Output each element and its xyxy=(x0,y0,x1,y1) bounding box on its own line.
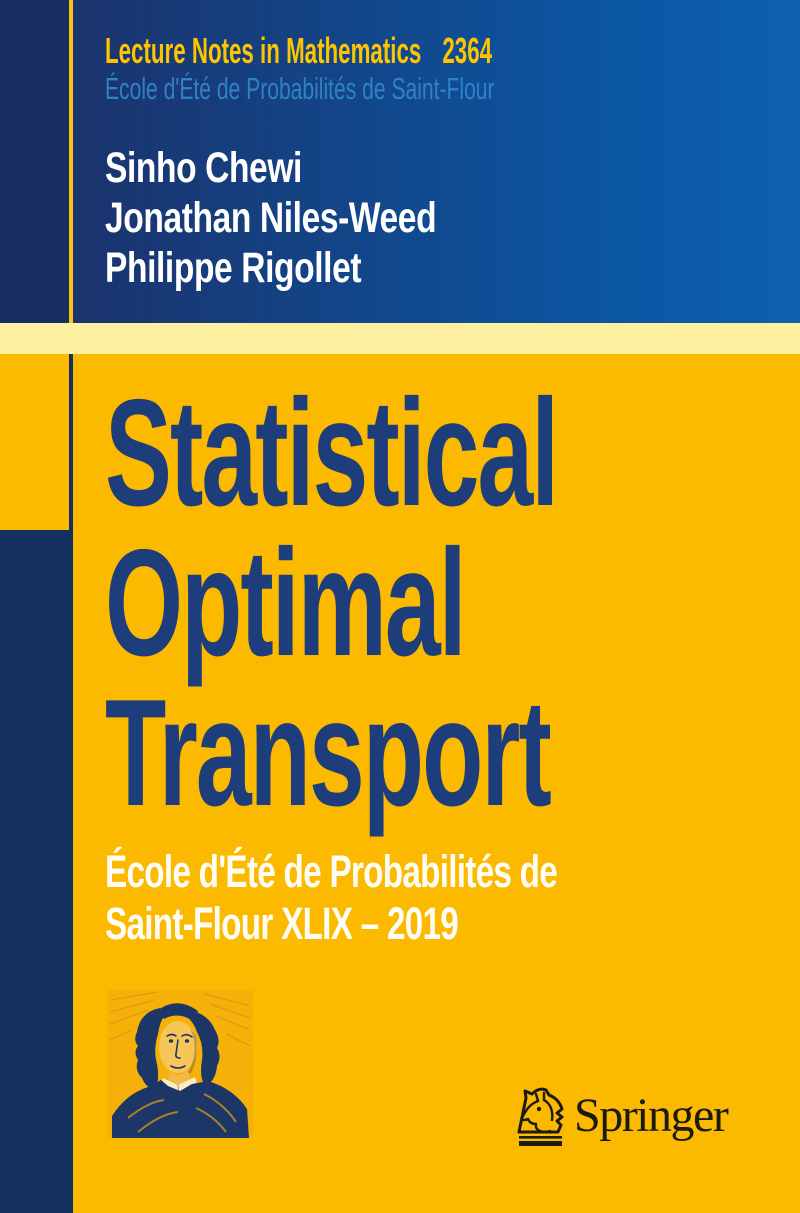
body-section: Statistical Optimal Transport École d'Ét… xyxy=(0,354,800,1213)
publisher-name: Springer xyxy=(574,1089,729,1142)
divider-band xyxy=(0,323,800,354)
title-line: Optimal xyxy=(105,518,467,688)
title-line: Statistical xyxy=(105,368,559,538)
series-title-line: Lecture Notes in Mathematics 2364 xyxy=(105,32,492,70)
author-name: Sinho Chewi xyxy=(105,144,302,192)
author-name: Jonathan Niles-Weed xyxy=(105,194,437,242)
series-volume: 2364 xyxy=(442,30,493,71)
book-title: Statistical Optimal Transport xyxy=(105,368,790,838)
navy-accent-line xyxy=(69,354,73,530)
author-list: Sinho Chewi Jonathan Niles-Weed Philippe… xyxy=(105,143,530,293)
header-section: Lecture Notes in Mathematics 2364 École d… xyxy=(0,0,800,323)
left-strip-top xyxy=(0,0,69,323)
subtitle-line: École d'Été de Probabilités de xyxy=(105,846,558,897)
gold-accent-line xyxy=(69,0,73,323)
series-subtitle: École d'Été de Probabilités de Saint-Flo… xyxy=(105,71,495,106)
publisher-logo: Springer xyxy=(512,1086,732,1148)
author-name: Philippe Rigollet xyxy=(105,244,362,292)
left-strip-bottom xyxy=(0,530,73,1213)
title-line: Transport xyxy=(105,668,552,838)
book-subtitle: École d'Été de Probabilités de Saint-Flo… xyxy=(105,846,716,950)
pascal-portrait xyxy=(108,990,253,1138)
pascal-portrait-image xyxy=(108,990,253,1138)
springer-horse-icon xyxy=(517,1087,564,1146)
series-name: Lecture Notes in Mathematics xyxy=(105,30,422,71)
subtitle-line: Saint-Flour XLIX – 2019 xyxy=(105,898,459,949)
